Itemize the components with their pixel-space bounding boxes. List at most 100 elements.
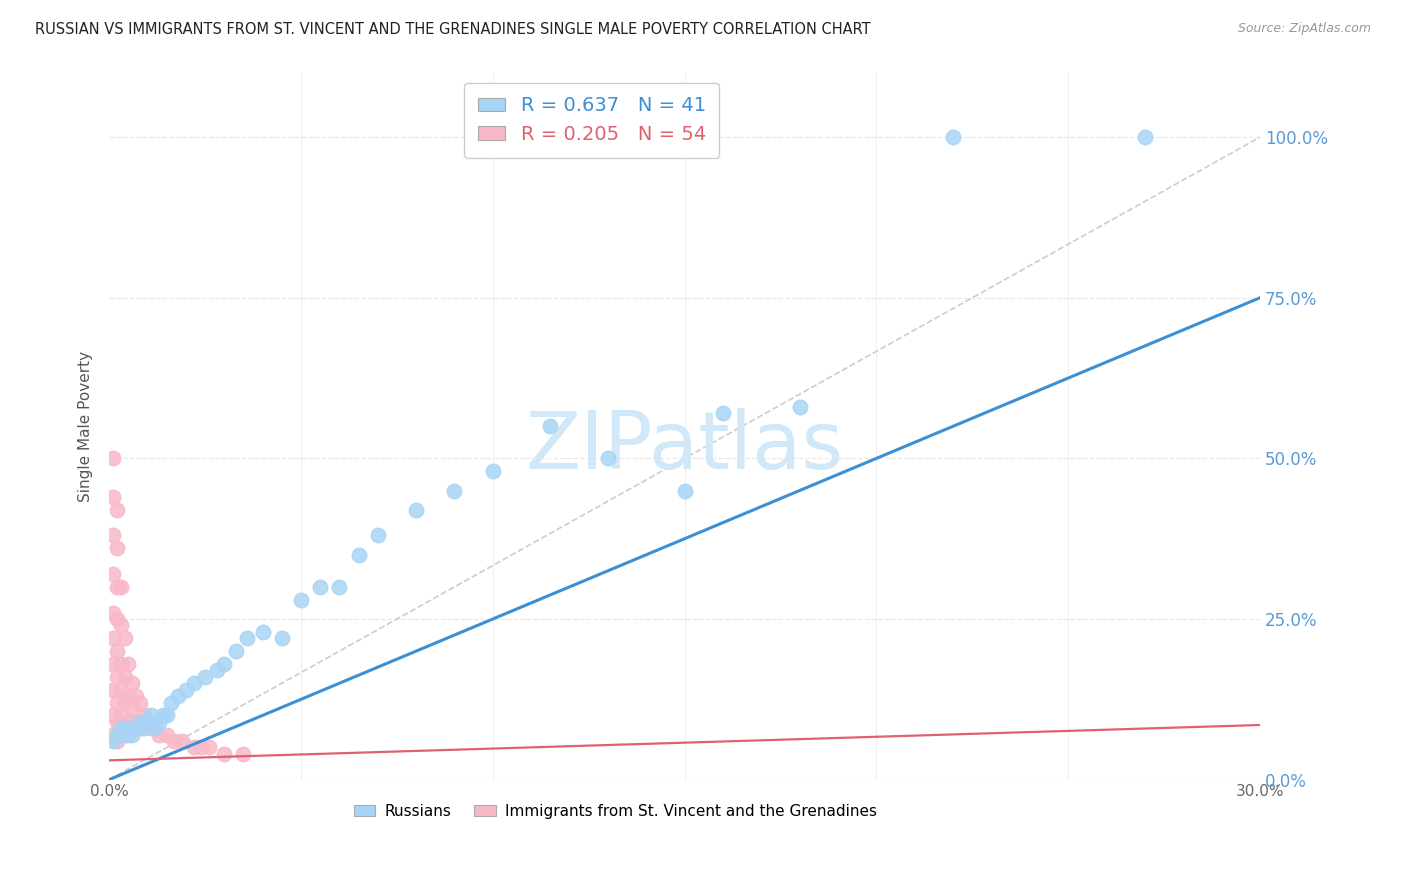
Point <box>101 708 124 723</box>
Point <box>101 728 124 742</box>
Point <box>101 567 124 582</box>
Point <box>110 618 132 632</box>
Point <box>110 728 132 742</box>
Y-axis label: Single Male Poverty: Single Male Poverty <box>79 351 93 502</box>
Point <box>110 721 132 735</box>
Point <box>101 606 124 620</box>
Point <box>110 682 132 697</box>
Point <box>1133 130 1156 145</box>
Point <box>174 682 197 697</box>
Point <box>194 670 217 684</box>
Point <box>538 419 561 434</box>
Point <box>105 541 128 556</box>
Point <box>105 714 128 729</box>
Point <box>105 734 128 748</box>
Point <box>405 503 427 517</box>
Point <box>347 548 370 562</box>
Point <box>101 528 124 542</box>
Point <box>125 714 148 729</box>
Point <box>159 696 181 710</box>
Point <box>114 670 136 684</box>
Point <box>136 714 159 729</box>
Point <box>105 612 128 626</box>
Point <box>252 624 274 639</box>
Text: ZIPatlas: ZIPatlas <box>526 409 844 486</box>
Point <box>481 464 503 478</box>
Point <box>101 734 124 748</box>
Point <box>236 632 259 646</box>
Point <box>101 451 124 466</box>
Point <box>163 734 186 748</box>
Legend: Russians, Immigrants from St. Vincent and the Grenadines: Russians, Immigrants from St. Vincent an… <box>347 797 883 825</box>
Point <box>167 689 190 703</box>
Point <box>711 407 734 421</box>
Point <box>673 483 696 498</box>
Point <box>121 728 143 742</box>
Point <box>443 483 465 498</box>
Point <box>129 714 152 729</box>
Point <box>172 734 194 748</box>
Point <box>156 728 179 742</box>
Point <box>105 580 128 594</box>
Point <box>117 714 139 729</box>
Point <box>942 130 965 145</box>
Point <box>105 644 128 658</box>
Point <box>225 644 247 658</box>
Point <box>105 670 128 684</box>
Point <box>132 708 155 723</box>
Point <box>101 632 124 646</box>
Point <box>190 740 212 755</box>
Point <box>309 580 332 594</box>
Point <box>214 747 236 761</box>
Text: Source: ZipAtlas.com: Source: ZipAtlas.com <box>1237 22 1371 36</box>
Point <box>148 714 170 729</box>
Point <box>270 632 292 646</box>
Point <box>114 696 136 710</box>
Point <box>101 657 124 671</box>
Point <box>105 696 128 710</box>
Point <box>596 451 619 466</box>
Point <box>214 657 236 671</box>
Point <box>129 696 152 710</box>
Point <box>183 740 205 755</box>
Point <box>143 721 166 735</box>
Point <box>121 702 143 716</box>
Point <box>328 580 350 594</box>
Point <box>183 676 205 690</box>
Point <box>121 721 143 735</box>
Point <box>105 503 128 517</box>
Point <box>114 632 136 646</box>
Point <box>205 664 228 678</box>
Point <box>117 657 139 671</box>
Point <box>121 676 143 690</box>
Point <box>789 400 811 414</box>
Point <box>141 721 163 735</box>
Point <box>367 528 389 542</box>
Point <box>105 728 128 742</box>
Point <box>125 689 148 703</box>
Point <box>110 580 132 594</box>
Point <box>117 728 139 742</box>
Point <box>110 708 132 723</box>
Point <box>198 740 221 755</box>
Text: RUSSIAN VS IMMIGRANTS FROM ST. VINCENT AND THE GRENADINES SINGLE MALE POVERTY CO: RUSSIAN VS IMMIGRANTS FROM ST. VINCENT A… <box>35 22 870 37</box>
Point <box>132 721 155 735</box>
Point <box>125 721 148 735</box>
Point <box>148 728 170 742</box>
Point <box>143 721 166 735</box>
Point <box>290 592 312 607</box>
Point <box>114 721 136 735</box>
Point <box>129 721 152 735</box>
Point <box>141 708 163 723</box>
Point <box>136 714 159 729</box>
Point <box>232 747 254 761</box>
Point <box>117 721 139 735</box>
Point <box>156 708 179 723</box>
Point <box>105 728 128 742</box>
Point <box>101 490 124 504</box>
Point <box>101 682 124 697</box>
Point <box>117 689 139 703</box>
Point <box>114 728 136 742</box>
Point <box>152 708 174 723</box>
Point <box>110 657 132 671</box>
